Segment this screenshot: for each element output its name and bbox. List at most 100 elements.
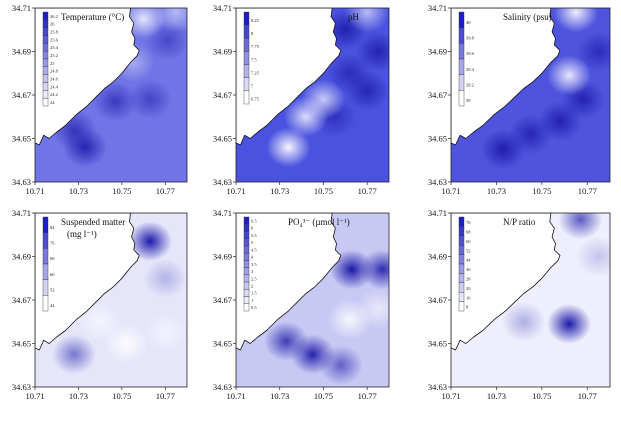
- low-value-spot: [301, 79, 346, 120]
- colorbar-swatch: [42, 58, 49, 68]
- colorbar-tick-label: 60: [50, 272, 55, 277]
- colorbar-swatch: [42, 216, 49, 233]
- colorbar-tick-label: 76: [50, 240, 55, 245]
- colorbar-swatch: [243, 252, 250, 261]
- colorbar-tick-label: 0.5: [251, 305, 257, 310]
- x-tick-label: 10.73: [270, 391, 289, 401]
- colorbar-tick-label: 39.4: [466, 67, 475, 72]
- x-tick-label: 10.75: [532, 186, 551, 196]
- colorbar-tick-label: 8: [251, 31, 254, 36]
- x-tick-label: 10.75: [112, 391, 131, 401]
- y-tick-label: 34.63: [213, 382, 232, 392]
- colorbar-swatch: [243, 245, 250, 254]
- colorbar-swatch: [243, 281, 250, 290]
- x-tick-label: 10.77: [578, 391, 597, 401]
- land-mask: [236, 8, 342, 146]
- x-tick-label: 10.73: [270, 186, 289, 196]
- colorbar-swatch: [458, 216, 465, 227]
- colorbar-swatch: [243, 296, 250, 304]
- colorbar-swatch: [42, 279, 49, 296]
- colorbar-swatch: [243, 216, 250, 225]
- colorbar-swatch: [42, 90, 49, 99]
- x-tick-label: 10.75: [314, 186, 333, 196]
- colorbar-swatch: [243, 24, 250, 39]
- y-tick-label: 34.65: [213, 134, 232, 144]
- colorbar-tick-label: 44: [466, 258, 471, 263]
- colorbar-swatch: [458, 254, 465, 265]
- colorbar-swatch: [243, 289, 250, 297]
- colorbar-swatch: [243, 90, 250, 105]
- y-tick-label: 34.63: [12, 177, 31, 187]
- colorbar-tick-label: 4.5: [251, 247, 257, 252]
- y-tick-label: 34.63: [428, 382, 447, 392]
- colorbar-swatch: [458, 273, 465, 283]
- colorbar-tick-label: 25.8: [50, 30, 59, 35]
- x-tick-label: 10.71: [441, 391, 460, 401]
- colorbar-swatch: [243, 303, 250, 312]
- colorbar-tick-label: 25.4: [50, 45, 59, 50]
- high-value-spot: [329, 249, 374, 290]
- colorbar-tick-label: 8.25: [251, 18, 260, 23]
- colorbar-tick-label: 36: [466, 267, 471, 272]
- y-tick-label: 34.69: [428, 252, 447, 262]
- colorbar-tick-label: 1: [251, 298, 253, 303]
- colorbar-tick-label: 25.2: [50, 53, 58, 58]
- y-tick-label: 34.65: [213, 339, 232, 349]
- y-tick-label: 34.63: [428, 177, 447, 187]
- colorbar-tick-label: 84: [50, 225, 55, 230]
- colorbar-tick-label: 52: [466, 248, 471, 253]
- x-tick-label: 10.71: [226, 186, 245, 196]
- panel-title: PO₄³⁻ (µmol l⁻¹): [288, 217, 350, 227]
- panel-5: 6.5 6 5.5 5 4.5 4 3.5 3 2.5 2 1.5 1 0.5 PO₄³⁻ (µmol l…: [213, 208, 390, 401]
- x-tick-label: 10.77: [358, 186, 377, 196]
- y-tick-label: 34.65: [12, 134, 31, 144]
- colorbar-tick-label: 68: [466, 229, 471, 234]
- colorbar-tick-label: 2: [251, 284, 253, 289]
- colorbar-tick-label: 39.8: [466, 35, 475, 40]
- x-tick-label: 10.71: [25, 391, 44, 401]
- colorbar-tick-label: 7.5: [251, 57, 257, 62]
- x-tick-label: 10.75: [112, 186, 131, 196]
- colorbar-swatch: [42, 19, 49, 28]
- y-tick-label: 34.71: [213, 208, 232, 218]
- land-mask: [35, 8, 140, 146]
- colorbar-swatch: [243, 11, 250, 26]
- low-value-spot: [78, 301, 123, 342]
- panel-title: Temperature (°C): [61, 12, 124, 22]
- colorbar-swatch: [458, 226, 465, 236]
- y-tick-label: 34.71: [428, 208, 447, 218]
- y-tick-label: 34.67: [12, 295, 31, 305]
- colorbar-tick-label: 3.5: [251, 262, 257, 267]
- colorbar-tick-label: 7.75: [251, 44, 260, 49]
- colorbar-swatch: [243, 51, 250, 65]
- colorbar-tick-label: 24.8: [50, 69, 59, 74]
- panel-6: 76 68 60 52 44 36 28 20 16 8 N/P ratio 10.71 10.73 10…: [428, 208, 611, 401]
- high-value-spot: [576, 236, 610, 277]
- colorbar-tick-label: 28: [466, 276, 471, 281]
- panel-title: Suspended matter: [61, 217, 125, 227]
- colorbar-swatch: [42, 50, 49, 60]
- colorbar-tick-label: 20: [466, 286, 471, 291]
- y-tick-label: 34.67: [213, 295, 232, 305]
- panel-1: 26.2 26 25.8 25.6 25.4 25.2 25 24.8 24.6 24.4 24.2…: [12, 3, 188, 196]
- panel-title: pH: [348, 12, 360, 22]
- low-value-spot: [356, 288, 389, 329]
- colorbar-swatch: [42, 43, 49, 52]
- colorbar-tick-label: 7.25: [251, 70, 260, 75]
- colorbar-tick-label: 40: [466, 20, 471, 25]
- colorbar-swatch: [458, 90, 465, 107]
- colorbar-tick-label: 44: [50, 303, 55, 308]
- colorbar-swatch: [42, 82, 49, 91]
- high-value-spot: [360, 249, 389, 290]
- colorbar-swatch: [243, 77, 250, 92]
- colorbar-swatch: [458, 58, 465, 75]
- colorbar-swatch: [243, 260, 250, 268]
- low-value-spot: [143, 312, 187, 353]
- colorbar-swatch: [42, 232, 49, 249]
- high-value-spot: [143, 258, 187, 299]
- y-tick-label: 34.65: [428, 134, 447, 144]
- high-value-spot: [93, 81, 138, 122]
- x-tick-label: 10.73: [487, 186, 506, 196]
- colorbar-swatch: [42, 27, 49, 36]
- colorbar-tick-label: 25: [50, 61, 55, 66]
